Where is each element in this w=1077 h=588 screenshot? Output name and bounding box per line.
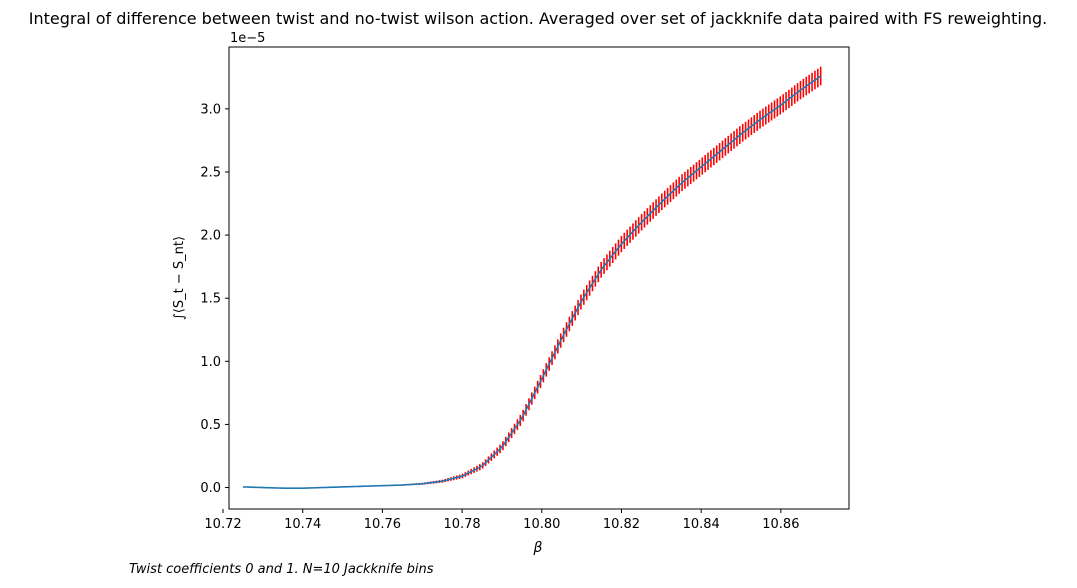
- plot-area: [228, 46, 850, 510]
- y-axis: 0.0 0.5 1.0 1.5 2.0 2.5 3.0: [200, 102, 229, 496]
- y-tick-label: 2.0: [200, 229, 221, 244]
- y-tick-label: 3.0: [200, 102, 221, 117]
- x-tick-label: 10.72: [204, 517, 241, 532]
- y-tick-label: 1.0: [200, 355, 221, 370]
- x-tick-label: 10.78: [443, 517, 480, 532]
- y-axis-label: ∫⟨S_t − S_nt⟩: [172, 236, 187, 320]
- series-line-group: [242, 75, 822, 489]
- y-tick-label: 0.0: [200, 481, 221, 496]
- x-tick-label: 10.74: [284, 517, 321, 532]
- chart-title: Integral of difference between twist and…: [29, 9, 1048, 28]
- x-axis: 10.72 10.74 10.76 10.78 10.80 10.82 10.84 10.86: [204, 509, 799, 532]
- y-tick-label: 2.5: [200, 165, 221, 180]
- footnote: Twist coefficients 0 and 1. N=10 Jackkni…: [129, 562, 434, 577]
- errorbar-group: [351, 66, 822, 487]
- x-tick-label: 10.82: [603, 517, 640, 532]
- x-tick-label: 10.84: [683, 517, 720, 532]
- series-line: [242, 75, 822, 489]
- y-offset-text: 1e−5: [230, 31, 265, 46]
- x-axis-label: β: [533, 540, 543, 556]
- y-tick-label: 1.5: [200, 292, 221, 307]
- x-tick-label: 10.86: [762, 517, 799, 532]
- x-tick-label: 10.76: [364, 517, 401, 532]
- x-tick-label: 10.80: [523, 517, 560, 532]
- y-tick-label: 0.5: [200, 418, 221, 433]
